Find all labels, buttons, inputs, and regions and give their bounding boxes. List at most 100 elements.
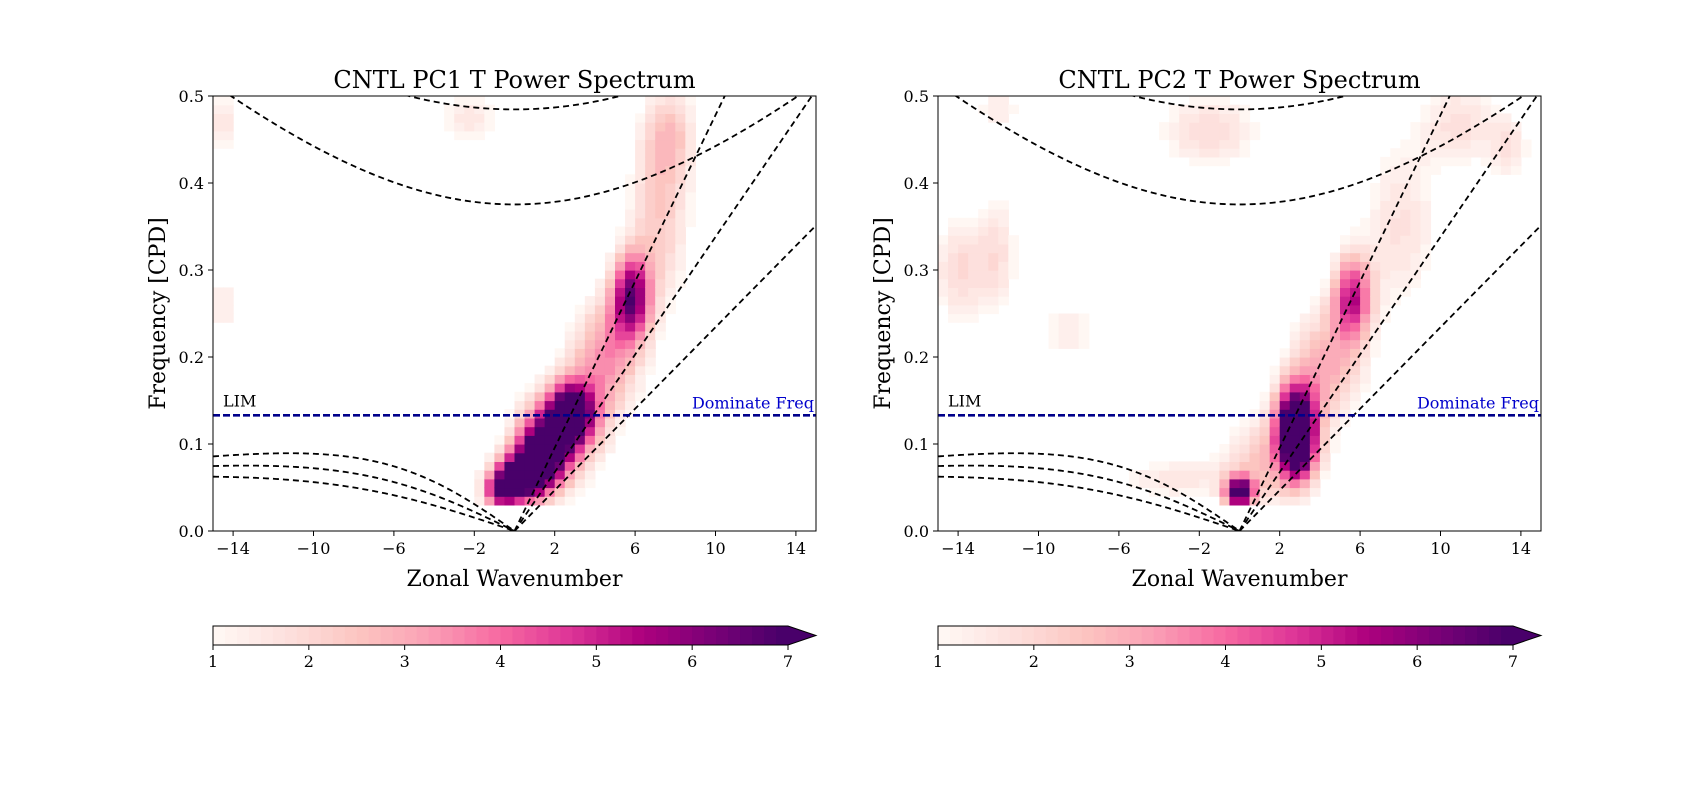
heatmap-cell — [474, 478, 485, 489]
heatmap-cell — [1199, 122, 1210, 132]
heatmap-cell — [665, 183, 676, 193]
heatmap-cell — [514, 435, 526, 445]
heatmap-cell — [1309, 357, 1321, 367]
heatmap-cell — [655, 243, 666, 254]
heatmap-cell — [1390, 261, 1401, 271]
heatmap-cell — [675, 226, 686, 236]
heatmap-cell — [1189, 156, 1200, 167]
heatmap-cell — [625, 365, 636, 375]
heatmap-cell — [1350, 252, 1361, 262]
heatmap-cell — [1249, 435, 1261, 445]
heatmap-cell — [958, 304, 969, 315]
heatmap-cell — [1309, 383, 1321, 393]
heatmap-cell — [604, 400, 616, 410]
heatmap-cell — [1390, 217, 1401, 228]
heatmap-cell — [665, 165, 676, 175]
heatmap-cell — [1289, 365, 1301, 375]
heatmap-cell — [635, 322, 646, 332]
heatmap-cell — [584, 348, 596, 358]
colorbar-tick-label: 5 — [1316, 652, 1326, 671]
heatmap-cell — [604, 304, 616, 315]
heatmap-cell — [554, 426, 566, 436]
heatmap-cell — [675, 130, 686, 141]
heatmap-cell — [645, 209, 656, 219]
heatmap-cell — [978, 235, 989, 245]
heatmap-cell — [1470, 96, 1482, 106]
heatmap-cell — [1319, 426, 1331, 436]
heatmap-cell — [564, 426, 576, 436]
heatmap-cell — [1450, 104, 1462, 114]
heatmap-cell — [504, 426, 516, 436]
heatmap-cell — [464, 96, 475, 106]
heatmap-cell — [1239, 122, 1251, 132]
heatmap-cell — [514, 478, 526, 489]
heatmap-cell — [494, 435, 506, 445]
heatmap-cell — [584, 478, 596, 489]
heatmap-cell — [685, 130, 696, 141]
heatmap-cell — [1078, 339, 1090, 349]
heatmap-cell — [213, 113, 224, 123]
y-tick-label: 0.1 — [904, 435, 929, 454]
colorbar-segment — [416, 626, 430, 645]
rossby-curve-h50 — [938, 452, 1241, 531]
colorbar-segment — [584, 626, 597, 645]
heatmap-cell — [594, 287, 606, 297]
heatmap-cell — [1460, 130, 1472, 141]
heatmap-cell — [1410, 191, 1421, 201]
heatmap-cell — [584, 470, 596, 480]
heatmap-cell — [594, 322, 606, 332]
heatmap-cell — [998, 235, 1009, 245]
heatmap-cell — [645, 217, 656, 228]
heatmap-cell — [655, 322, 666, 332]
heatmap-cell — [584, 304, 596, 315]
heatmap-cell — [625, 296, 636, 306]
heatmap-cell — [1299, 496, 1311, 506]
colorbar-segment — [596, 626, 609, 645]
heatmap-cell — [1480, 139, 1492, 149]
heatmap-cell — [615, 235, 626, 245]
heatmap-cell — [1309, 339, 1321, 349]
heatmap-cell — [998, 278, 1009, 288]
heatmap-cell — [1430, 113, 1442, 123]
colorbar-segment — [1381, 626, 1394, 645]
heatmap-cell — [604, 339, 616, 349]
heatmap-cell — [675, 278, 686, 288]
heatmap-cell — [1179, 122, 1190, 132]
heatmap-cell — [625, 252, 636, 262]
heatmap-cell — [1309, 304, 1321, 315]
heatmap-cell — [1350, 383, 1361, 393]
heatmap-cell — [544, 487, 556, 497]
heatmap-cell — [604, 313, 616, 323]
heatmap-cell — [1189, 96, 1200, 106]
heatmap-cell — [1249, 452, 1261, 462]
heatmap-cell — [594, 304, 606, 315]
heatmap-cell — [534, 435, 546, 445]
heatmap-cell — [1179, 104, 1190, 114]
heatmap-cell — [1078, 322, 1090, 332]
heatmap-cell — [454, 96, 465, 106]
heatmap-cell — [1400, 287, 1411, 297]
heatmap-cell — [223, 313, 234, 323]
colorbar-segment — [1393, 626, 1406, 645]
heatmap-cell — [1420, 209, 1432, 219]
heatmap-cell — [1430, 130, 1442, 141]
heatmap-cell — [1229, 104, 1241, 114]
heatmap-cell — [1380, 217, 1391, 228]
heatmap-cell — [958, 313, 969, 323]
heatmap-cell — [1068, 322, 1080, 332]
heatmap-cell — [1500, 113, 1512, 123]
heatmap-cell — [574, 444, 586, 454]
heatmap-cell — [1299, 383, 1311, 393]
heatmap-cell — [1219, 122, 1231, 132]
heatmap-cell — [625, 330, 636, 341]
heatmap-cell — [665, 174, 676, 184]
heatmap-cell — [1269, 496, 1281, 506]
heatmap-cell — [1370, 235, 1381, 245]
heatmap-cell — [1259, 400, 1271, 410]
heatmap-cell — [514, 409, 526, 419]
heatmap-cell — [938, 296, 949, 306]
power-heatmap — [938, 96, 1532, 506]
heatmap-cell — [968, 243, 979, 254]
colorbar-segment — [656, 626, 669, 645]
